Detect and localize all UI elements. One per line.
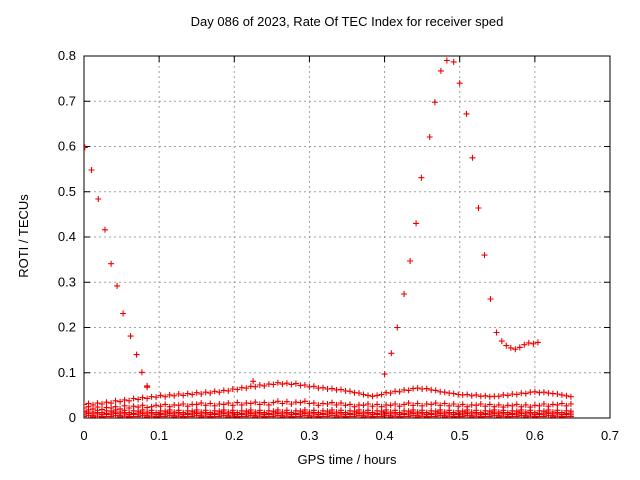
x-tick-label: 0.4	[376, 428, 394, 443]
x-tick-label: 0	[80, 428, 87, 443]
y-tick-label: 0	[69, 410, 76, 425]
series-band-floor	[84, 412, 574, 418]
y-tick-label: 0.8	[58, 48, 76, 63]
y-tick-label: 0.1	[58, 365, 76, 380]
y-axis-label: ROTI / TECUs	[16, 194, 31, 278]
x-tick-label: 0.7	[601, 428, 619, 443]
x-tick-label: 0.1	[150, 428, 168, 443]
series-band-upper	[84, 379, 574, 408]
plot-border	[83, 55, 611, 419]
x-tick-label: 0.5	[451, 428, 469, 443]
y-tick-label: 0.7	[58, 93, 76, 108]
y-tick-label: 0.6	[58, 139, 76, 154]
x-axis-label: GPS time / hours	[297, 452, 397, 467]
y-tick-label: 0.5	[58, 184, 76, 199]
x-tick-label: 0.3	[300, 428, 318, 443]
series-band-mid	[84, 398, 574, 413]
series-left-descending-spike	[84, 144, 151, 391]
x-tick-label: 0.2	[225, 428, 243, 443]
x-tick-label: 0.6	[526, 428, 544, 443]
chart-title: Day 086 of 2023, Rate Of TEC Index for r…	[190, 14, 504, 29]
y-tick-label: 0.2	[58, 320, 76, 335]
series-outliers	[144, 378, 257, 389]
y-tick-label: 0.4	[58, 229, 76, 244]
series-central-spike	[381, 57, 541, 378]
y-tick-label: 0.3	[58, 274, 76, 289]
